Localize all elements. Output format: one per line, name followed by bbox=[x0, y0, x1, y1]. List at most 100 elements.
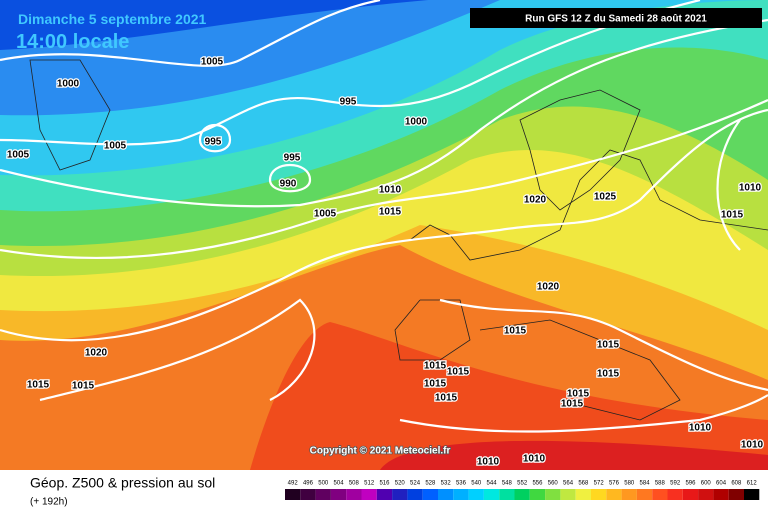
scale-swatch bbox=[713, 489, 729, 500]
scale-swatch bbox=[529, 489, 546, 500]
scale-swatch bbox=[591, 489, 607, 500]
scale-swatch bbox=[285, 489, 301, 500]
isobar-label: 1015 bbox=[72, 381, 95, 392]
scale-swatch bbox=[361, 489, 377, 500]
scale-label: 512 bbox=[364, 481, 375, 487]
isobar-label: 1015 bbox=[561, 399, 584, 410]
scale-label: 576 bbox=[609, 481, 620, 487]
scale-swatch bbox=[514, 489, 530, 500]
scale-label: 524 bbox=[410, 481, 421, 487]
color-scale: 492 496 500 504 508 512 516 520 524 528 532 536 540 5… bbox=[285, 481, 760, 500]
isobar-label: 1015 bbox=[597, 340, 620, 351]
isobar-label: 1005 bbox=[7, 150, 30, 161]
scale-label: 584 bbox=[640, 481, 651, 487]
scale-label: 568 bbox=[578, 481, 589, 487]
isobar-label: 995 bbox=[284, 153, 301, 164]
scale-label: 528 bbox=[425, 481, 436, 487]
scale-swatch bbox=[392, 489, 408, 500]
scale-label: 608 bbox=[731, 481, 742, 487]
scale-label: 588 bbox=[655, 481, 666, 487]
isobar-label: 990 bbox=[280, 179, 297, 190]
isobar-label: 1020 bbox=[524, 195, 547, 206]
isobar-label: 1010 bbox=[523, 454, 546, 465]
isobar-label: 1015 bbox=[435, 393, 458, 404]
isobar-label: 1000 bbox=[57, 79, 80, 90]
background bbox=[0, 0, 768, 470]
isobar-label: 1015 bbox=[597, 369, 620, 380]
scale-swatch bbox=[698, 489, 714, 500]
scale-label: 580 bbox=[624, 481, 635, 487]
scale-swatch bbox=[300, 489, 316, 500]
scale-swatch bbox=[346, 489, 362, 500]
legend-title: Géop. Z500 & pression au sol bbox=[30, 475, 215, 491]
isobar-label: 1015 bbox=[447, 367, 470, 378]
scale-swatch bbox=[330, 489, 347, 500]
isobars bbox=[0, 0, 768, 433]
isobar-label: 995 bbox=[340, 97, 357, 108]
scale-swatch bbox=[560, 489, 576, 500]
scale-label: 504 bbox=[334, 481, 345, 487]
scale-swatch bbox=[453, 489, 469, 500]
isobar-label: 1005 bbox=[104, 141, 127, 152]
scale-label: 600 bbox=[701, 481, 712, 487]
isobar-label: 1010 bbox=[739, 183, 762, 194]
scale-label: 592 bbox=[670, 481, 681, 487]
isobar-label: 1015 bbox=[379, 207, 402, 218]
scale-label: 516 bbox=[379, 481, 390, 487]
scale-label: 492 bbox=[288, 481, 299, 487]
scale-swatch bbox=[682, 489, 699, 500]
isobar-label: 1015 bbox=[424, 379, 447, 390]
scale-label: 612 bbox=[747, 481, 758, 487]
scale-swatch bbox=[545, 489, 561, 500]
scale-label: 572 bbox=[594, 481, 605, 487]
scale-swatch bbox=[376, 489, 393, 500]
isobar-label: 1015 bbox=[567, 389, 590, 400]
scale-swatch bbox=[483, 489, 500, 500]
isobar-label: 1020 bbox=[537, 282, 560, 293]
run-label: Run GFS 12 Z du Samedi 28 août 2021 bbox=[525, 14, 707, 25]
scale-label: 508 bbox=[349, 481, 360, 487]
scale-label: 564 bbox=[563, 481, 574, 487]
scale-swatch bbox=[606, 489, 622, 500]
scale-swatch bbox=[438, 489, 454, 500]
scale-label: 496 bbox=[303, 481, 314, 487]
isobar-label: 1010 bbox=[477, 457, 500, 468]
scale-label: 548 bbox=[502, 481, 513, 487]
isobar-label: 1015 bbox=[504, 326, 527, 337]
scale-swatch bbox=[499, 489, 515, 500]
scale-swatch bbox=[621, 489, 637, 500]
map-time: 14:00 locale bbox=[16, 31, 129, 53]
scale-label: 552 bbox=[517, 481, 528, 487]
scale-swatch bbox=[468, 489, 484, 500]
scale-label: 596 bbox=[685, 481, 696, 487]
isobar-label: 995 bbox=[205, 137, 222, 148]
scale-label: 540 bbox=[471, 481, 482, 487]
isobar-label: 1010 bbox=[689, 423, 712, 434]
isobar-label: 1005 bbox=[314, 209, 337, 220]
scale-swatch bbox=[652, 489, 668, 500]
isobar-label: 1015 bbox=[424, 361, 447, 372]
scale-swatch bbox=[315, 489, 331, 500]
scale-swatch bbox=[744, 489, 760, 500]
isobar-label: 1000 bbox=[405, 117, 428, 128]
isobar-label: 1015 bbox=[721, 210, 744, 221]
scale-swatch bbox=[422, 489, 438, 500]
scale-label: 556 bbox=[532, 481, 543, 487]
scale-label: 604 bbox=[716, 481, 727, 487]
isobar-label: 1010 bbox=[741, 440, 764, 451]
run-box bbox=[470, 8, 762, 28]
isobar-label: 1020 bbox=[85, 348, 108, 359]
scale-label: 500 bbox=[318, 481, 329, 487]
isobar-label: 1025 bbox=[594, 192, 617, 203]
forecast-lead: (+ 192h) bbox=[30, 497, 68, 508]
isobar-label: 1015 bbox=[27, 380, 50, 391]
scale-swatch bbox=[575, 489, 591, 500]
scale-label: 560 bbox=[548, 481, 559, 487]
scale-swatch bbox=[728, 489, 744, 500]
scale-swatch bbox=[407, 489, 423, 500]
coastlines bbox=[29, 59, 768, 421]
scale-label: 532 bbox=[441, 481, 452, 487]
scale-swatch bbox=[667, 489, 683, 500]
scale-swatch bbox=[636, 489, 653, 500]
scale-label: 520 bbox=[395, 481, 406, 487]
